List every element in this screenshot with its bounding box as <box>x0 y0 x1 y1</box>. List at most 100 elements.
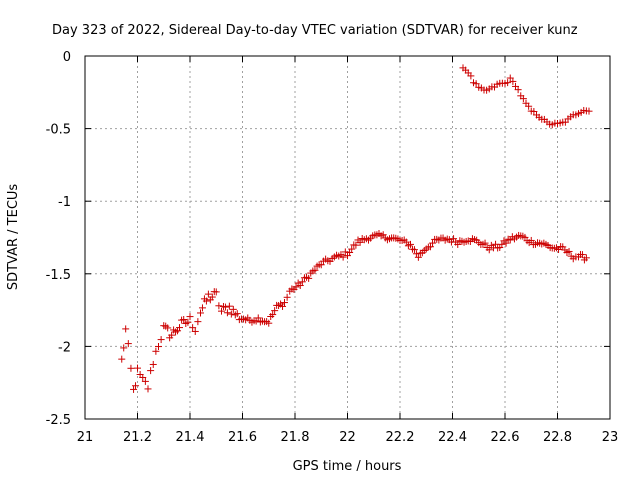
data-point <box>352 241 360 249</box>
x-tick-label: 22 <box>339 430 356 445</box>
data-point <box>519 95 527 103</box>
data-point <box>186 313 194 321</box>
data-point <box>283 293 291 301</box>
data-point <box>348 245 356 253</box>
data-point <box>407 240 414 248</box>
data-point <box>292 283 300 291</box>
data-point <box>229 305 237 313</box>
data-point <box>410 246 418 254</box>
data-point <box>298 278 306 286</box>
data-point <box>269 311 277 319</box>
chart-title: Day 323 of 2022, Sidereal Day-to-day VTE… <box>52 23 578 38</box>
y-tick-label: 0 <box>63 50 71 65</box>
data-point <box>485 246 493 254</box>
x-tick-label: 22.8 <box>543 430 572 445</box>
y-tick-label: -1.5 <box>46 268 71 283</box>
data-point <box>426 243 434 251</box>
data-point <box>305 274 313 282</box>
data-point <box>412 250 420 258</box>
data-point <box>281 299 288 307</box>
data-point <box>502 239 510 247</box>
data-point <box>208 293 216 301</box>
x-tick-label: 21.4 <box>176 430 205 445</box>
data-point <box>279 302 287 310</box>
data-point <box>296 282 304 290</box>
data-point <box>164 324 172 332</box>
data-point <box>525 102 533 110</box>
y-tick-label: -2 <box>58 340 71 355</box>
data-point <box>221 303 229 311</box>
x-tick-label: 22.6 <box>491 430 520 445</box>
data-point <box>254 314 262 322</box>
x-tick-label: 23 <box>602 430 619 445</box>
data-point <box>429 239 437 247</box>
data-point <box>271 307 279 315</box>
data-point <box>582 254 590 262</box>
data-point <box>194 318 202 326</box>
data-point <box>514 86 522 94</box>
data-point <box>527 236 535 244</box>
data-point <box>356 238 364 246</box>
data-point <box>504 79 512 87</box>
data-point <box>144 385 152 393</box>
data-point <box>341 248 349 256</box>
data-point <box>155 343 162 351</box>
data-point <box>218 307 225 315</box>
ticks-layer: 21 21.2 21.4 21.6 21.8 22 22.2 22.4 22.6 22.8 23 0 -… <box>46 50 619 445</box>
data-point <box>339 253 347 261</box>
data-point <box>168 331 176 339</box>
data-point <box>498 240 506 248</box>
data-point <box>118 355 126 363</box>
data-point <box>472 80 480 88</box>
data-point <box>176 324 183 332</box>
data-point <box>227 310 235 318</box>
data-point <box>509 77 517 85</box>
data-point <box>204 290 212 298</box>
data-point <box>122 325 130 333</box>
data-point <box>402 238 410 246</box>
x-tick-label: 21.2 <box>123 430 152 445</box>
data-point <box>147 367 155 375</box>
data-point <box>134 364 141 372</box>
data-point <box>180 315 188 323</box>
data-point <box>492 240 500 248</box>
x-tick-label: 21 <box>77 430 94 445</box>
data-point <box>215 302 223 310</box>
data-point <box>120 344 128 352</box>
data-point <box>157 336 165 344</box>
points-layer <box>118 64 593 393</box>
data-point <box>149 360 157 368</box>
y-axis-label: SDTVAR / TECUs <box>6 184 21 291</box>
data-point <box>152 347 160 355</box>
x-tick-label: 22.2 <box>386 430 415 445</box>
data-point <box>578 251 586 259</box>
data-point <box>454 240 462 248</box>
y-tick-label: -0.5 <box>46 123 71 138</box>
data-point <box>233 310 241 318</box>
data-point <box>184 318 192 326</box>
data-point <box>311 266 319 274</box>
data-point <box>212 288 220 296</box>
x-axis-label: GPS time / hours <box>293 459 402 474</box>
data-point <box>130 385 138 393</box>
data-point <box>198 304 206 312</box>
data-point <box>139 373 147 381</box>
y-tick-label: -1 <box>58 195 71 210</box>
grid-layer <box>85 56 610 419</box>
x-tick-label: 22.4 <box>438 430 467 445</box>
data-point <box>565 247 573 255</box>
data-point <box>191 327 199 335</box>
data-point <box>141 377 149 385</box>
data-point <box>202 297 210 305</box>
data-point <box>223 309 231 317</box>
x-tick-label: 21.8 <box>281 430 310 445</box>
data-point <box>132 382 140 390</box>
x-tick-label: 21.6 <box>228 430 257 445</box>
y-tick-label: -2.5 <box>46 413 71 428</box>
data-point <box>124 340 132 348</box>
data-point <box>481 239 489 247</box>
data-point <box>585 107 593 115</box>
data-point <box>467 72 475 80</box>
data-point <box>197 309 204 317</box>
